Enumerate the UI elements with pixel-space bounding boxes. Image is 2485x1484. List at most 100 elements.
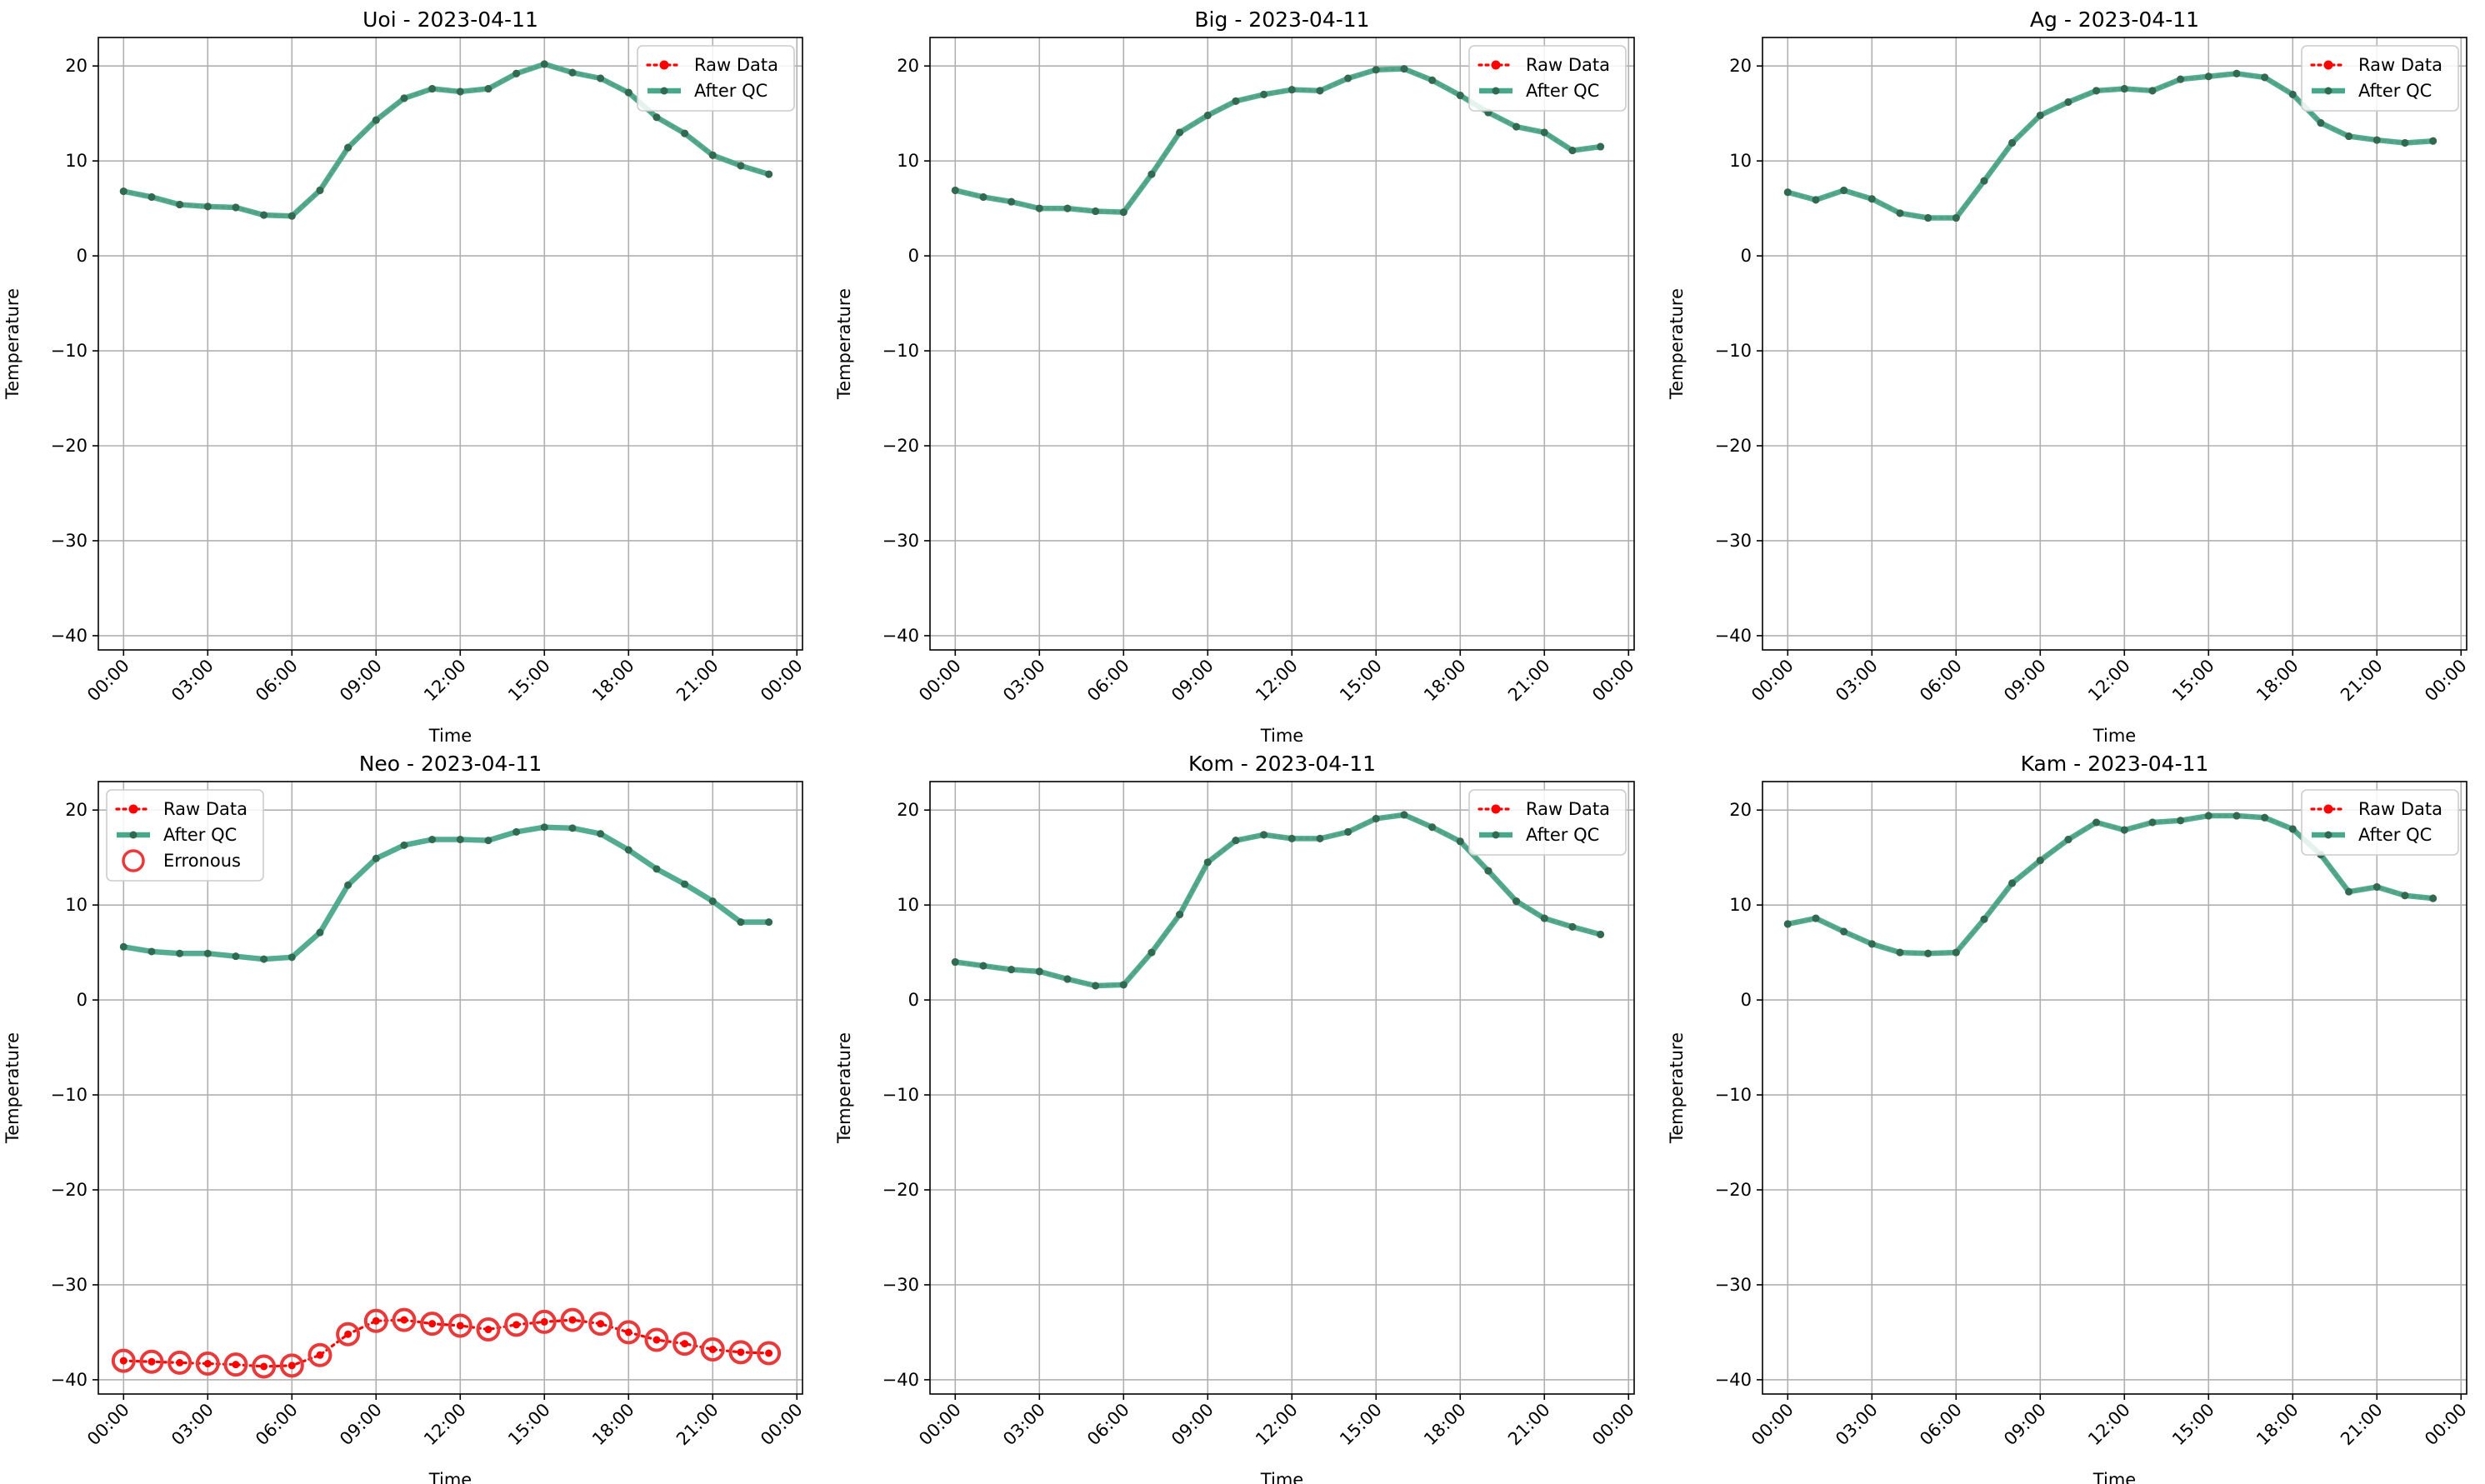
erroneous-point bbox=[392, 1307, 417, 1332]
x-tick-label: 21:00 bbox=[2337, 1400, 2387, 1450]
after-qc-point bbox=[681, 880, 689, 888]
legend: Raw Data After QC Erronous bbox=[106, 789, 264, 882]
y-tick-label: −20 bbox=[1715, 1180, 1752, 1200]
after-qc-point bbox=[1260, 90, 1268, 98]
after-qc-point bbox=[288, 953, 296, 962]
after-qc-point bbox=[176, 201, 184, 209]
y-tick-label: −20 bbox=[51, 436, 88, 456]
raw-data-point bbox=[484, 1326, 492, 1334]
after-qc-point bbox=[1008, 966, 1016, 974]
subplot-2: 20 10 0 −10 −20 −30 −40 00:00 03:00 06:00 09:00 12:… bbox=[1667, 7, 2471, 746]
series-after-qc bbox=[119, 823, 773, 963]
raw-data-point bbox=[624, 1328, 632, 1337]
x-tick-label: 18:00 bbox=[588, 656, 638, 706]
erroneous-point bbox=[168, 1350, 192, 1375]
after-qc-point bbox=[765, 170, 773, 178]
after-qc-point bbox=[624, 88, 632, 97]
after-qc-point bbox=[1092, 982, 1100, 990]
x-tick-label: 03:00 bbox=[999, 1400, 1049, 1450]
erroneous-point bbox=[504, 1312, 529, 1337]
erroneous-point bbox=[279, 1353, 304, 1378]
after-qc-line bbox=[121, 824, 772, 962]
x-tick-label: 15:00 bbox=[2168, 656, 2218, 706]
legend-marker-raw-data bbox=[2323, 60, 2333, 70]
y-tick-label: 20 bbox=[1729, 800, 1752, 820]
after-qc-point bbox=[316, 186, 324, 194]
after-qc-point bbox=[2092, 818, 2101, 827]
after-qc-point bbox=[2261, 813, 2269, 822]
raw-data-point bbox=[372, 1317, 380, 1325]
series-after-qc bbox=[119, 60, 773, 220]
x-tick-label: 09:00 bbox=[1168, 1400, 1218, 1450]
legend-label: Raw Data bbox=[1526, 799, 1610, 819]
after-qc-point bbox=[148, 947, 156, 956]
after-qc-point bbox=[316, 928, 324, 937]
y-tick-label: 10 bbox=[897, 895, 919, 915]
y-tick-label: −10 bbox=[882, 341, 919, 361]
after-qc-line bbox=[1785, 812, 2436, 957]
x-tick-label: 09:00 bbox=[1168, 656, 1218, 706]
x-tick-label: 12:00 bbox=[420, 1400, 470, 1450]
after-qc-line bbox=[952, 66, 1603, 215]
raw-data-point bbox=[119, 1357, 128, 1365]
after-qc-point bbox=[951, 958, 959, 967]
y-tick-label: −40 bbox=[1715, 626, 1752, 646]
x-tick-label: 06:00 bbox=[1916, 1400, 1966, 1450]
erroneous-point bbox=[420, 1312, 445, 1337]
after-qc-point bbox=[1840, 927, 1848, 936]
after-qc-point bbox=[1148, 170, 1156, 178]
x-tick-label: 00:00 bbox=[2421, 656, 2471, 706]
after-qc-point bbox=[979, 962, 988, 970]
legend-box bbox=[2301, 789, 2459, 856]
x-tick-label: 03:00 bbox=[1832, 656, 1882, 706]
legend-label: After QC bbox=[2358, 81, 2432, 101]
y-tick-label: 10 bbox=[1729, 895, 1752, 915]
x-tick-label: 15:00 bbox=[1336, 1400, 1386, 1450]
after-qc-point bbox=[681, 129, 689, 137]
x-tick-label: 03:00 bbox=[168, 656, 218, 706]
after-qc-point bbox=[1260, 831, 1268, 839]
axes-frame bbox=[1762, 37, 2468, 651]
after-qc-point bbox=[1512, 897, 1521, 906]
after-qc-point bbox=[1176, 128, 1184, 137]
x-tick-label: 18:00 bbox=[588, 1400, 638, 1450]
legend: Raw Data After QC bbox=[1468, 789, 1627, 856]
subplot-5: 20 10 0 −10 −20 −30 −40 00:00 03:00 06:00 09:00 12:… bbox=[1667, 752, 2471, 1484]
after-qc-point bbox=[1484, 867, 1492, 875]
raw-data-point bbox=[512, 1321, 521, 1329]
raw-data-point bbox=[708, 1345, 717, 1353]
after-qc-point bbox=[1812, 914, 1820, 922]
legend-marker-after-qc bbox=[660, 87, 668, 95]
after-qc-point bbox=[1952, 214, 1960, 222]
x-tick-label: 06:00 bbox=[1916, 656, 1966, 706]
legend-label: Raw Data bbox=[2358, 799, 2442, 819]
series-after-qc bbox=[1783, 69, 2438, 222]
legend-marker-raw-data bbox=[1491, 60, 1501, 70]
axes-frame bbox=[929, 37, 1635, 651]
y-tick-label: −30 bbox=[51, 1275, 88, 1295]
after-qc-point bbox=[1896, 209, 1904, 217]
erroneous-point bbox=[700, 1337, 725, 1362]
after-qc-point bbox=[1428, 823, 1437, 832]
x-tick-label: 06:00 bbox=[1083, 656, 1133, 706]
raw-data-point bbox=[288, 1362, 296, 1370]
after-qc-point bbox=[2372, 136, 2381, 144]
erroneous-point bbox=[757, 1341, 782, 1366]
legend-marker-after-qc bbox=[1492, 831, 1500, 839]
legend-label: Raw Data bbox=[694, 55, 778, 75]
y-tick-label: 0 bbox=[77, 246, 88, 266]
legend-label: Erronous bbox=[163, 851, 241, 871]
after-qc-point bbox=[597, 830, 605, 838]
raw-data-point bbox=[232, 1361, 240, 1369]
after-qc-point bbox=[512, 827, 521, 836]
chart-title: Kam - 2023-04-11 bbox=[2021, 752, 2209, 776]
erroneous-point bbox=[363, 1308, 388, 1333]
after-qc-point bbox=[2261, 73, 2269, 82]
after-qc-point bbox=[260, 955, 268, 963]
x-axis-label: Time bbox=[1260, 1470, 1303, 1484]
x-tick-label: 06:00 bbox=[252, 656, 302, 706]
x-axis-label: Time bbox=[2092, 726, 2136, 746]
after-qc-point bbox=[2064, 836, 2072, 844]
y-tick-label: 0 bbox=[908, 246, 919, 266]
y-tick-label: −30 bbox=[51, 531, 88, 551]
